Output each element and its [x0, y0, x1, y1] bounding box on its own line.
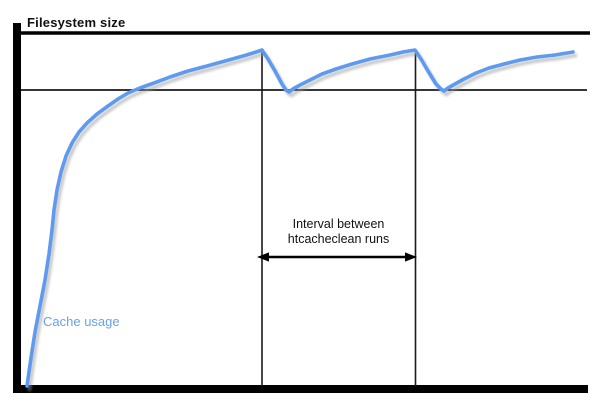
- interval-arrow-left-head: [257, 252, 269, 262]
- interval-arrow-right-head: [405, 252, 417, 262]
- interval-arrow: [257, 252, 417, 262]
- cache-usage-curve: [25, 48, 575, 388]
- interval-label-line1: Interval between: [292, 217, 385, 231]
- cache-usage-label: Cache usage: [43, 314, 120, 329]
- x-axis: [13, 385, 588, 393]
- interval-label-line2: htcacheclean runs: [287, 232, 390, 247]
- filesystem-size-label: Filesystem size: [27, 15, 126, 30]
- y-axis: [13, 23, 21, 393]
- interval-label: Interval between htcacheclean runs: [238, 217, 439, 248]
